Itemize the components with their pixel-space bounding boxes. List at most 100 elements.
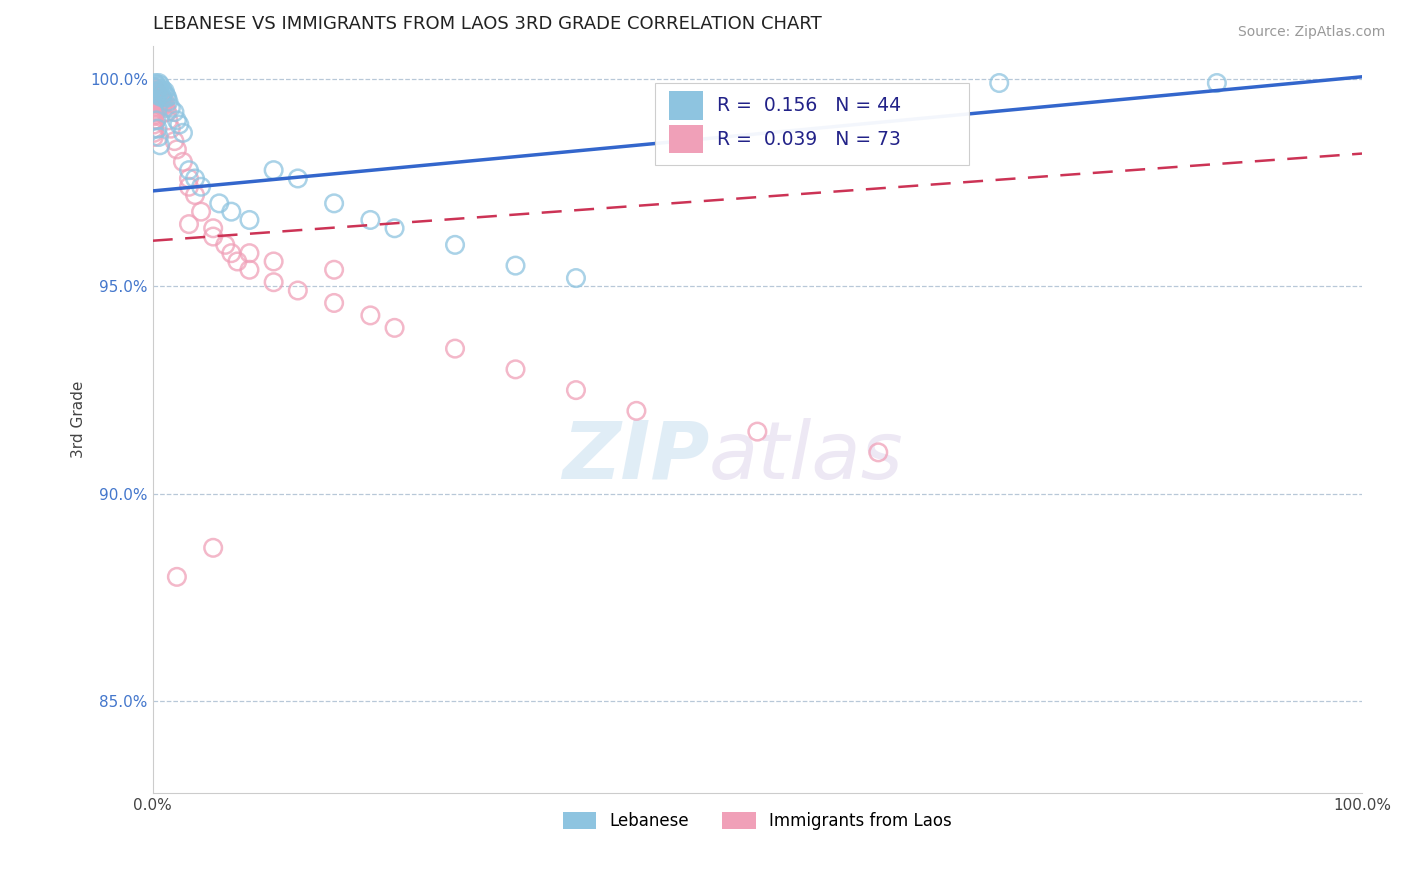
Point <box>150 96 173 111</box>
Point <box>214 238 236 252</box>
Point <box>160 121 183 136</box>
Point <box>202 229 225 244</box>
Point <box>146 95 169 109</box>
Point <box>565 271 588 285</box>
Point <box>156 90 179 104</box>
Point <box>143 87 166 101</box>
Point <box>565 383 588 397</box>
Point <box>150 99 173 113</box>
Point <box>177 163 200 178</box>
Point <box>146 80 169 95</box>
Point <box>172 126 194 140</box>
Point <box>172 154 194 169</box>
Point <box>145 84 167 98</box>
Point <box>142 93 165 107</box>
Point <box>190 204 212 219</box>
Point <box>238 213 260 227</box>
Point <box>142 80 165 95</box>
Point <box>190 179 212 194</box>
Point <box>238 262 260 277</box>
Point <box>142 113 165 128</box>
Point <box>323 262 346 277</box>
Point <box>148 88 170 103</box>
Point <box>626 404 648 418</box>
Point <box>153 99 176 113</box>
Point <box>145 93 167 107</box>
Point <box>145 78 167 92</box>
Point <box>384 321 406 335</box>
Point <box>143 103 166 117</box>
Bar <box>669 125 703 153</box>
Point <box>359 309 381 323</box>
Point <box>153 95 176 109</box>
Point <box>160 101 183 115</box>
Point <box>153 84 176 98</box>
Point <box>148 130 170 145</box>
Point <box>142 121 165 136</box>
Point <box>142 130 165 145</box>
Text: ZIP: ZIP <box>561 417 709 496</box>
Text: R =  0.156   N = 44: R = 0.156 N = 44 <box>717 96 901 115</box>
Point <box>150 93 173 107</box>
Point <box>166 113 188 128</box>
Text: R =  0.039   N = 73: R = 0.039 N = 73 <box>717 129 901 149</box>
Point <box>221 204 243 219</box>
Point <box>146 88 169 103</box>
Point <box>148 93 170 107</box>
Point <box>142 126 165 140</box>
Point <box>149 84 172 98</box>
Point <box>155 101 177 115</box>
Point <box>263 275 285 289</box>
Point <box>143 95 166 109</box>
Point <box>166 570 188 584</box>
Point <box>149 90 172 104</box>
Point <box>287 284 309 298</box>
Point <box>505 362 527 376</box>
Point <box>145 88 167 103</box>
Point <box>150 88 173 103</box>
Point <box>505 259 527 273</box>
Point <box>143 82 166 96</box>
Point <box>143 107 166 121</box>
Point <box>323 296 346 310</box>
Point <box>868 445 890 459</box>
Point <box>142 109 165 123</box>
Point <box>143 99 166 113</box>
Point <box>149 78 172 92</box>
Point <box>142 88 165 103</box>
Point <box>163 105 186 120</box>
Point <box>148 96 170 111</box>
Point <box>163 134 186 148</box>
Point <box>202 541 225 555</box>
Point <box>177 179 200 194</box>
Point <box>184 171 207 186</box>
Point <box>1205 76 1227 90</box>
Point <box>145 87 167 101</box>
Point <box>157 95 180 109</box>
Point <box>145 113 167 128</box>
Point <box>208 196 231 211</box>
Point <box>150 82 173 96</box>
Point <box>169 118 191 132</box>
Point <box>444 238 467 252</box>
Point <box>226 254 249 268</box>
Bar <box>669 91 703 120</box>
Point <box>150 90 173 104</box>
Point <box>177 171 200 186</box>
Point <box>263 163 285 178</box>
Point <box>146 87 169 101</box>
Point <box>152 87 174 101</box>
Point <box>184 188 207 202</box>
Point <box>323 196 346 211</box>
Point <box>142 101 165 115</box>
Point <box>143 76 166 90</box>
FancyBboxPatch shape <box>655 83 969 165</box>
Point <box>142 80 165 95</box>
Point <box>142 84 165 98</box>
Point <box>202 221 225 235</box>
Point <box>156 105 179 120</box>
Point <box>143 90 166 104</box>
Text: LEBANESE VS IMMIGRANTS FROM LAOS 3RD GRADE CORRELATION CHART: LEBANESE VS IMMIGRANTS FROM LAOS 3RD GRA… <box>153 15 821 33</box>
Text: atlas: atlas <box>709 417 904 496</box>
Point <box>142 118 165 132</box>
